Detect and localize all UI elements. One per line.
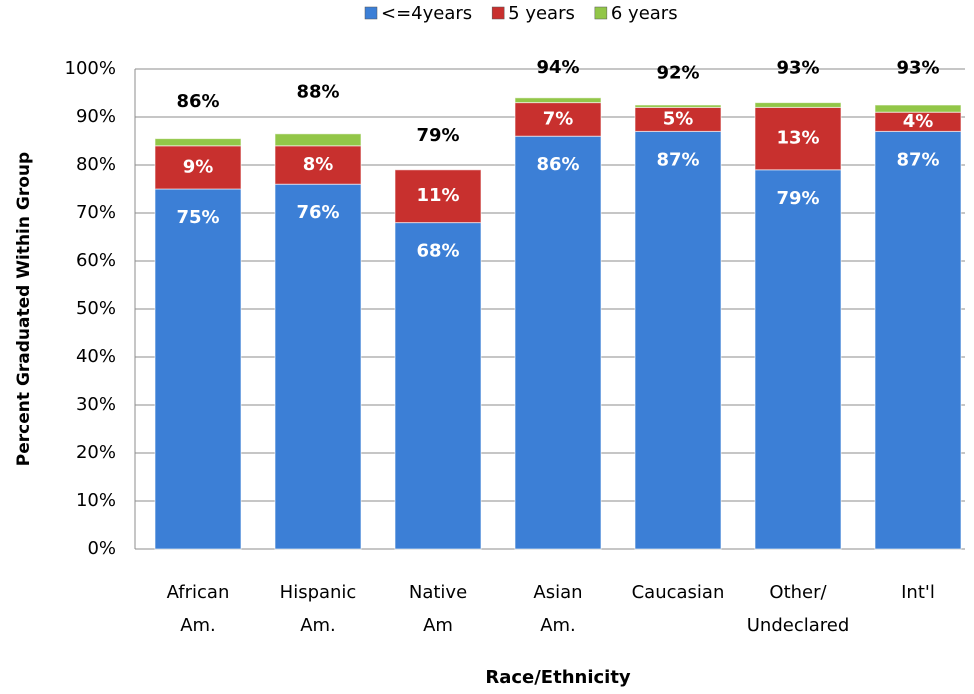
- bar-segment: [514, 135, 602, 550]
- total-label: 93%: [776, 58, 819, 79]
- bar-segment: [394, 169, 482, 224]
- value-label: 11%: [416, 185, 459, 206]
- total-label: 94%: [536, 57, 579, 78]
- bar-segment: [634, 104, 722, 108]
- bar-segment: [754, 169, 842, 550]
- legend-label: 5 years: [508, 3, 575, 24]
- y-tick-label: 100%: [65, 58, 116, 79]
- bar-segment: [514, 97, 602, 104]
- value-label: 68%: [416, 241, 459, 262]
- total-label: 92%: [656, 62, 699, 83]
- bar-segment: [634, 106, 722, 132]
- bar-segment: [274, 133, 362, 147]
- x-tick-label: Caucasian: [632, 582, 725, 603]
- bar-segment: [754, 106, 842, 171]
- total-label: 79%: [416, 125, 459, 146]
- bar-segment: [154, 188, 242, 550]
- y-tick-label: 60%: [76, 250, 116, 271]
- y-axis-title: Percent Graduated Within Group: [14, 152, 34, 466]
- x-tick-label: Am.: [540, 615, 576, 636]
- value-label: 76%: [296, 202, 339, 223]
- y-tick-label: 10%: [76, 490, 116, 511]
- legend-swatch: [364, 6, 378, 20]
- total-label: 86%: [176, 91, 219, 112]
- bar-segment: [274, 183, 362, 550]
- value-label: 86%: [536, 154, 579, 175]
- x-tick-label: Asian: [533, 582, 582, 603]
- value-label: 7%: [543, 108, 574, 129]
- bar-segment: [874, 130, 962, 550]
- bar-segment: [154, 138, 242, 147]
- value-label: 75%: [176, 207, 219, 228]
- y-tick-label: 80%: [76, 154, 116, 175]
- y-tick-label: 90%: [76, 106, 116, 127]
- total-label: 93%: [896, 58, 939, 79]
- bar-segment: [874, 104, 962, 113]
- x-tick-label: Hispanic: [280, 582, 357, 603]
- legend-swatch: [594, 6, 608, 20]
- x-tick-label: Undeclared: [747, 615, 850, 636]
- x-axis-title: Race/Ethnicity: [485, 667, 631, 688]
- value-label: 5%: [663, 108, 694, 129]
- x-tick-label: Other/: [769, 582, 827, 603]
- value-label: 87%: [896, 149, 939, 170]
- total-label: 88%: [296, 82, 339, 103]
- x-tick-label: Am.: [300, 615, 336, 636]
- value-label: 8%: [303, 154, 334, 175]
- legend-label: <=4years: [381, 3, 472, 24]
- y-tick-label: 30%: [76, 394, 116, 415]
- value-label: 9%: [183, 156, 214, 177]
- value-label: 79%: [776, 188, 819, 209]
- x-tick-label: Native: [409, 582, 467, 603]
- x-tick-label: Am.: [180, 615, 216, 636]
- value-label: 87%: [656, 149, 699, 170]
- y-tick-label: 70%: [76, 202, 116, 223]
- x-tick-label: African: [167, 582, 230, 603]
- bar-segment: [154, 145, 242, 190]
- y-tick-label: 20%: [76, 442, 116, 463]
- y-tick-label: 0%: [87, 538, 116, 559]
- x-tick-label: Am: [423, 615, 453, 636]
- y-tick-label: 50%: [76, 298, 116, 319]
- legend-swatch: [491, 6, 505, 20]
- bar-segment: [634, 130, 722, 550]
- y-tick-label: 40%: [76, 346, 116, 367]
- x-tick-label: Int'l: [901, 582, 935, 603]
- legend-label: 6 years: [611, 3, 678, 24]
- bar-segment: [754, 102, 842, 108]
- value-label: 13%: [776, 128, 819, 149]
- bar-segment: [394, 222, 482, 550]
- value-label: 4%: [903, 111, 934, 132]
